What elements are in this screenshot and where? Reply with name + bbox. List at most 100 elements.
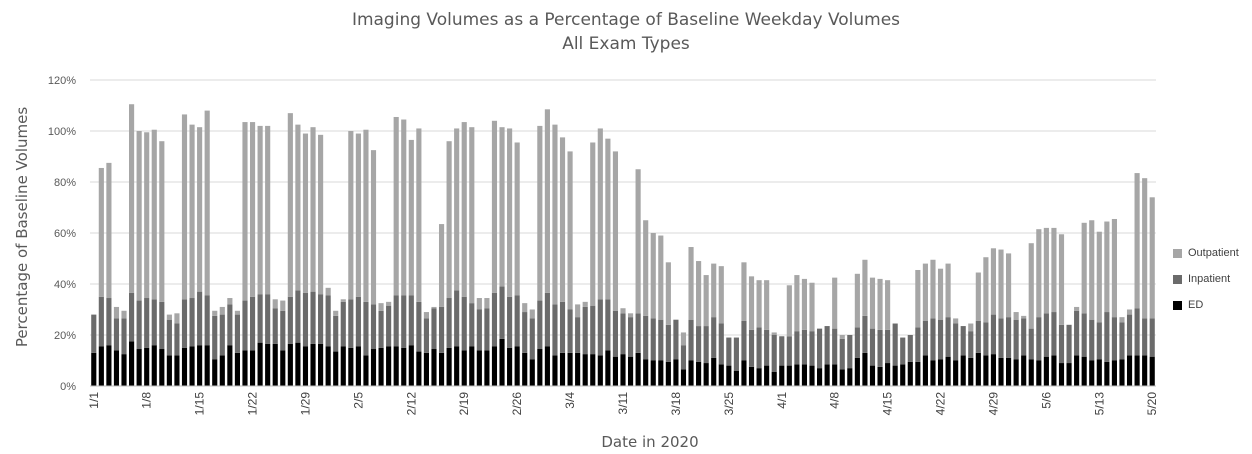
bar-inpatient [159,301,165,350]
bar-inpatient [620,313,626,355]
x-tick-label: 2/5 [351,392,365,409]
bar-outpatient [333,310,339,316]
bar-ed [166,355,172,386]
bar-inpatient [794,331,800,365]
bar-inpatient [499,286,505,339]
legend-item-inpatient: Inpatient [1173,266,1239,292]
y-tick-label: 40% [54,279,76,291]
bar-ed [968,357,974,386]
bar-inpatient [507,296,513,348]
bar-ed [355,346,361,386]
bar-ed [907,361,913,386]
bar-ed [272,343,278,386]
bar-ed [1081,356,1087,386]
bar-inpatient [1028,328,1034,360]
bar-outpatient [665,262,671,325]
bar-inpatient [227,304,233,346]
bar-inpatient [106,298,112,346]
bar-outpatient [650,233,656,319]
bar-inpatient [257,294,263,343]
legend-item-ed: ED [1173,292,1239,318]
x-tick-label: 3/4 [563,392,577,409]
bar-outpatient [627,313,634,318]
bar-inpatient [537,300,543,350]
bar-outpatient [454,128,460,291]
bar-outpatient [590,142,596,306]
bar-ed [824,364,830,386]
bar-ed [1058,363,1065,386]
bar-ed [786,365,792,386]
bar-ed [265,343,271,386]
bar-ed [854,357,860,386]
bar-outpatient [990,248,997,315]
bar-outpatient [718,266,724,324]
bar-inpatient [529,318,535,360]
bar-ed [688,360,694,386]
bar-inpatient [741,320,747,361]
legend-label-ed: ED [1188,299,1204,311]
bar-ed [900,364,906,386]
bar-outpatient [537,125,543,301]
chart-subtitle: All Exam Types [562,34,690,54]
bar-ed [204,345,210,386]
bar-outpatient [197,127,203,292]
bar-ed [242,350,248,386]
bar-ed [469,346,475,386]
bar-inpatient [983,322,989,356]
bar-outpatient [166,314,172,320]
bar-ed [423,352,429,386]
legend-swatch-ed [1173,300,1182,310]
bar-ed [620,354,626,387]
bar-outpatient [877,278,883,330]
bar-inpatient [756,327,762,369]
bar-outpatient [378,303,384,311]
bar-inpatient [204,295,210,346]
bar-inpatient [990,314,997,355]
bar-inpatient [189,298,195,347]
bar-inpatient [915,327,921,362]
bar-ed [514,346,520,386]
bar-outpatient [968,323,974,332]
bar-outpatient [507,128,513,297]
bar-outpatient [1021,315,1027,319]
bar-outpatient [370,150,377,305]
bar-inpatient [514,295,520,347]
bar-ed [650,360,656,386]
bar-ed [862,352,868,386]
bar-outpatient [605,138,611,300]
x-tick-label: 4/15 [881,392,895,416]
bar-ed [953,360,959,386]
bar-outpatient [325,287,331,296]
bar-ed [106,345,112,386]
bar-inpatient [643,315,649,360]
bar-outpatient [885,280,891,330]
x-tick-label: 2/12 [404,392,418,416]
bar-outpatient [1149,197,1155,319]
bar-inpatient [688,319,694,361]
bar-ed [597,355,603,386]
bar-outpatient [794,275,800,332]
bar-inpatient [280,310,286,351]
bar-ed [1104,361,1110,386]
bar-ed [454,346,460,386]
bar-outpatient [741,262,747,321]
bar-ed [98,346,104,386]
bar-outpatient [832,277,838,329]
bar-ed [892,365,898,386]
bar-inpatient [370,304,377,350]
bar-outpatient [431,306,437,309]
bar-inpatient [333,315,339,352]
bar-ed [771,371,777,386]
bar-ed [975,352,981,386]
bar-outpatient [348,131,354,300]
x-tick-label: 1/29 [299,392,313,416]
x-tick-label: 1/22 [246,392,260,416]
bar-outpatient [522,303,528,313]
bar-ed [847,368,853,386]
bar-outpatient [144,132,150,299]
bar-ed [378,347,384,386]
y-tick-label: 60% [54,228,76,240]
bar-inpatient [212,315,218,360]
bar-inpatient [1051,312,1057,356]
bar-outpatient [998,249,1004,319]
